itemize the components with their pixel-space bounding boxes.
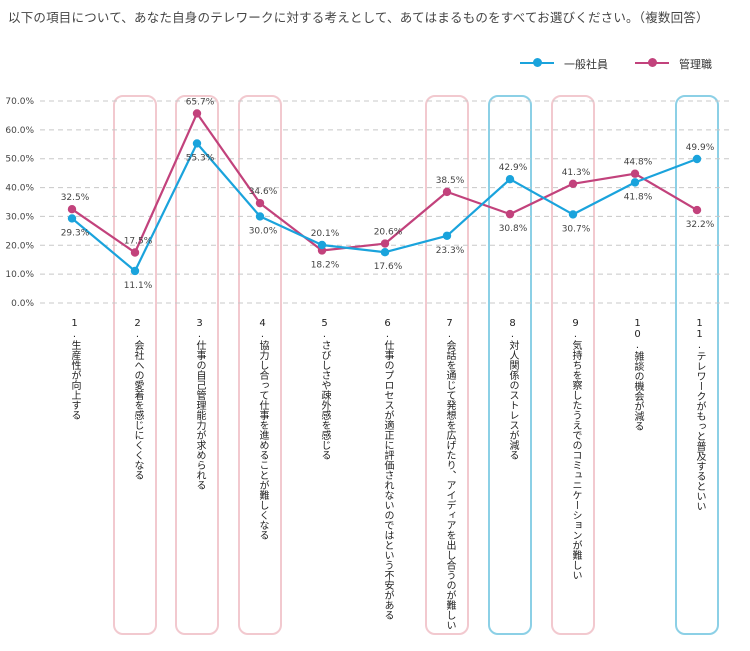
- data-point-general: [255, 212, 265, 221]
- data-label-general: 41.8%: [624, 192, 653, 202]
- category-label-5: 5.さびしさや疎外感を感じる: [319, 318, 330, 460]
- data-label-manager: 32.2%: [686, 220, 715, 230]
- data-label-manager: 41.3%: [562, 168, 591, 178]
- category-label-3: 3.仕事の自己管理能力が求められる: [194, 318, 205, 490]
- category-label-8: 8.対人関係のストレスが減る: [507, 318, 518, 460]
- data-point-general: [505, 175, 515, 184]
- data-label-general: 30.7%: [562, 224, 591, 234]
- data-point-general: [67, 214, 77, 223]
- y-tick-label: 60.0%: [5, 126, 34, 136]
- y-tick-label: 70.0%: [5, 97, 34, 107]
- data-label-general: 55.3%: [186, 153, 215, 163]
- data-label-manager: 17.5%: [124, 237, 153, 247]
- data-label-general: 20.1%: [311, 229, 340, 239]
- category-label-1: 1.生産性が向上する: [69, 318, 80, 420]
- data-label-manager: 18.2%: [311, 260, 340, 270]
- y-tick-label: 40.0%: [5, 184, 34, 194]
- highlight-box-7: [425, 95, 469, 635]
- data-point-manager: [630, 169, 640, 178]
- legend-label-manager: 管理職: [679, 58, 712, 71]
- data-label-general: 30.0%: [249, 226, 278, 236]
- highlight-box-3: [175, 95, 219, 635]
- category-label-4: 4.協力し合って仕事を進めることが難しくなる: [257, 318, 268, 540]
- legend-label-general: 一般社員: [564, 58, 608, 71]
- data-label-general: 42.9%: [499, 163, 528, 173]
- legend-dot-manager-icon: [648, 58, 657, 67]
- legend-dot-general-icon: [533, 58, 542, 67]
- data-label-general: 11.1%: [124, 281, 153, 291]
- data-point-manager: [692, 205, 702, 215]
- y-tick-label: 10.0%: [5, 270, 34, 280]
- data-point-manager: [505, 209, 515, 219]
- data-label-manager: 44.8%: [624, 158, 653, 168]
- data-point-manager: [380, 239, 390, 248]
- data-point-manager: [568, 179, 578, 189]
- category-label-6: 6.仕事のプロセスが適正に評価されないのではという不安がある: [382, 318, 393, 620]
- y-tick-label: 50.0%: [5, 155, 34, 165]
- data-point-general: [692, 154, 702, 164]
- chart-title: 以下の項目について、あなた自身のテレワークに対する考えとして、あてはまるものをす…: [8, 10, 709, 25]
- data-label-manager: 32.5%: [61, 193, 90, 203]
- data-point-manager: [192, 109, 202, 118]
- category-label-10: 10.雑談の機会が減る: [632, 318, 643, 431]
- data-label-manager: 30.8%: [499, 224, 528, 234]
- category-label-2: 2.会社への愛着を感じにくくなる: [132, 318, 143, 480]
- category-label-9: 9.気持ちを察したうえでのコミュニケーションが難しい: [570, 318, 581, 580]
- data-point-general: [380, 248, 390, 257]
- data-label-general: 17.6%: [374, 262, 403, 272]
- highlight-box-11: [675, 95, 719, 635]
- data-point-general: [442, 231, 452, 240]
- data-label-manager: 38.5%: [436, 176, 465, 186]
- data-point-manager: [255, 198, 265, 208]
- data-label-general: 29.3%: [61, 228, 90, 238]
- y-tick-label: 30.0%: [5, 212, 34, 222]
- highlight-box-9: [551, 95, 595, 635]
- category-label-11: 11.テレワークがもっと普及するといい: [694, 318, 705, 511]
- data-label-manager: 34.6%: [249, 187, 278, 197]
- highlight-box-4: [238, 95, 282, 635]
- data-label-general: 49.9%: [686, 143, 715, 153]
- y-tick-label: 0.0%: [11, 299, 34, 309]
- data-label-manager: 20.6%: [374, 228, 403, 238]
- y-tick-label: 20.0%: [5, 241, 34, 251]
- category-label-7: 7.会話を通じて発想を広げたり、アイディアを出し合うのが難しい: [444, 318, 455, 630]
- data-point-general: [192, 139, 202, 148]
- data-label-general: 23.3%: [436, 246, 465, 256]
- highlight-box-8: [488, 95, 532, 635]
- data-point-general: [568, 210, 578, 219]
- data-point-general: [630, 178, 640, 187]
- data-point-manager: [130, 248, 140, 257]
- data-label-manager: 65.7%: [186, 97, 215, 107]
- data-point-general: [130, 266, 140, 276]
- data-point-general: [317, 240, 327, 250]
- data-point-manager: [442, 187, 452, 197]
- highlight-box-2: [113, 95, 157, 635]
- data-point-manager: [67, 205, 77, 214]
